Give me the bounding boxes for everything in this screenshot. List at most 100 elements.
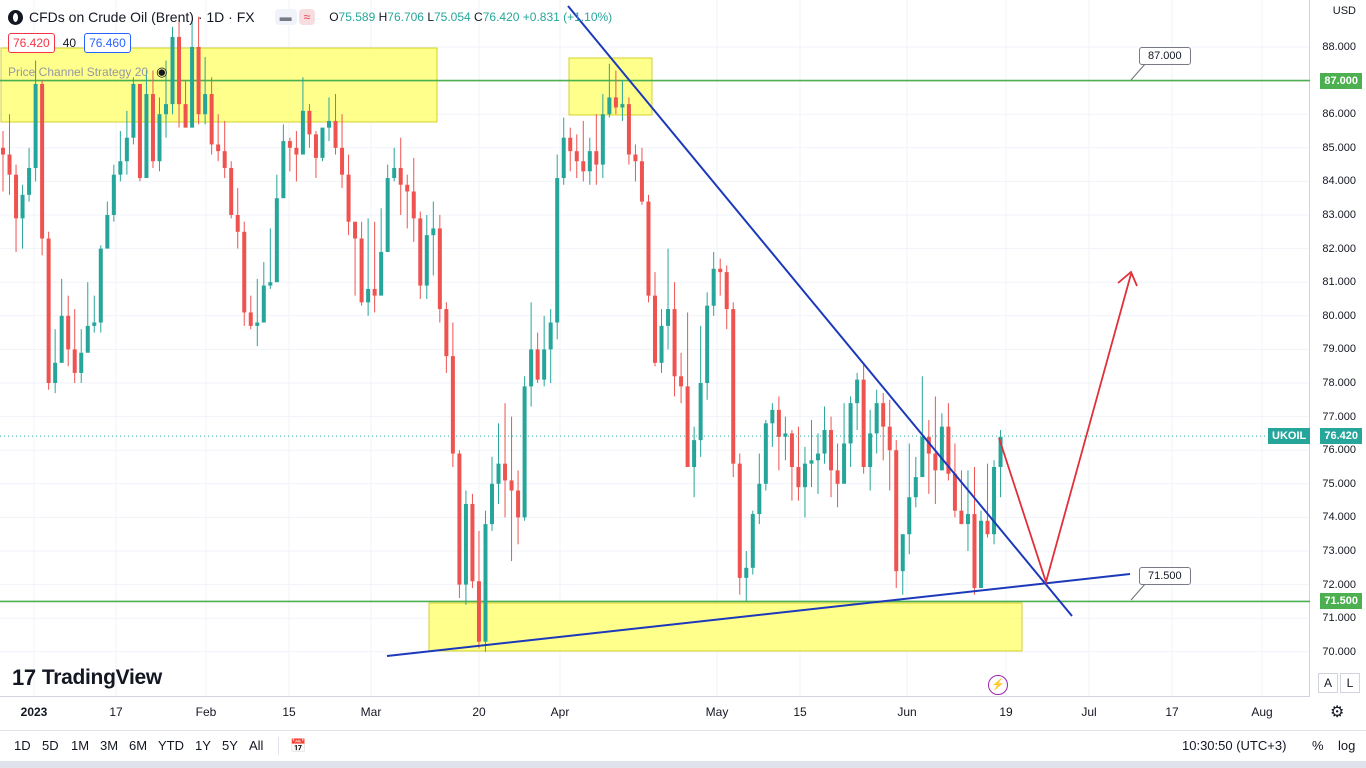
time-tick-label: 20 — [472, 705, 486, 719]
symbol-tag[interactable]: UKOIL — [1268, 428, 1311, 445]
percent-toggle[interactable]: % — [1312, 738, 1324, 753]
gear-icon[interactable]: ⚙ — [1330, 704, 1345, 721]
candle-body — [144, 94, 149, 179]
level-callout-71[interactable]: 71.500 — [1139, 567, 1191, 585]
candle-body — [111, 174, 116, 215]
hidden-eye-icon[interactable]: ◉ — [156, 64, 168, 79]
candle-body — [40, 83, 45, 239]
candles — [1, 16, 1003, 652]
tf-1m[interactable]: 1M — [71, 738, 90, 753]
tf-1d[interactable]: 1D — [14, 738, 31, 753]
candle — [203, 57, 208, 125]
indicator-name: Price Channel Strategy 20 — [8, 65, 149, 79]
price-tick-label: 84.000 — [1322, 175, 1356, 188]
candle-body — [992, 467, 997, 535]
candle — [613, 70, 618, 115]
candle-body — [164, 104, 168, 115]
candle — [424, 215, 429, 299]
candle — [789, 430, 794, 501]
level-callout-87[interactable]: 87.000 — [1139, 47, 1191, 65]
sell-price-button[interactable]: 76.420 — [8, 33, 55, 53]
bottom-strip — [0, 761, 1366, 768]
price-chart[interactable] — [0, 0, 1310, 697]
candle-body — [353, 221, 358, 239]
candle-body — [281, 141, 286, 199]
candle-body — [626, 104, 631, 155]
trendlines — [386, 5, 1131, 657]
tf-1y[interactable]: 1Y — [195, 738, 211, 753]
log-toggle[interactable]: log — [1338, 738, 1356, 753]
price-tick-label: 86.000 — [1322, 108, 1356, 121]
tf-5d[interactable]: 5D — [42, 738, 59, 753]
candle-body — [757, 483, 762, 515]
candle — [555, 154, 560, 340]
candle — [887, 399, 892, 491]
candle-body — [307, 110, 312, 135]
minus-icon[interactable]: ▬ — [274, 9, 297, 25]
candle — [913, 456, 918, 508]
candle — [79, 329, 84, 383]
tf-ytd[interactable]: YTD — [158, 738, 184, 753]
auto-scale-button[interactable]: A — [1318, 673, 1338, 693]
time-axis[interactable]: 2023 17 Feb 15 Mar 20 Apr May 15 Jun 19 Jul 17 Aug — [0, 697, 1310, 727]
lightning-icon[interactable]: ⚡ — [988, 675, 1008, 695]
candle — [855, 372, 860, 431]
symbol-title[interactable]: CFDs on Crude Oil (Brent) · 1D · FX — [29, 9, 255, 25]
log-scale-button[interactable]: L — [1340, 673, 1360, 693]
candle — [737, 453, 742, 595]
candle — [972, 467, 977, 595]
candle-body — [613, 97, 618, 108]
candle — [405, 174, 410, 229]
time-tick-label: Feb — [195, 705, 217, 719]
candle-body — [300, 110, 305, 155]
candle — [542, 315, 547, 387]
candle-body — [646, 201, 651, 296]
level-price-tag[interactable]: 71.500 — [1320, 593, 1362, 610]
candle-body — [229, 167, 234, 215]
candle-body — [685, 386, 690, 467]
candle — [379, 208, 384, 296]
candle-body — [522, 386, 527, 518]
candle-body — [248, 312, 253, 326]
candle-body — [946, 426, 951, 474]
candle — [294, 131, 299, 182]
candle-body — [476, 581, 481, 642]
candle — [802, 446, 807, 518]
candle — [359, 221, 364, 306]
tf-6m[interactable]: 6M — [129, 738, 148, 753]
candle-body — [496, 463, 501, 484]
candle — [796, 426, 801, 501]
tf-3m[interactable]: 3M — [100, 738, 119, 753]
candle-body — [66, 315, 71, 350]
candle-body — [424, 235, 429, 286]
wave-icon[interactable]: ≈ — [298, 9, 316, 25]
projection-arrowhead — [1117, 270, 1138, 287]
candle — [327, 97, 331, 142]
candle-body — [659, 325, 664, 363]
candle — [307, 104, 312, 148]
indicator-legend[interactable]: Price Channel Strategy 20 ◉ — [8, 64, 167, 80]
calendar-icon[interactable]: 📅 — [290, 738, 307, 753]
candle-body — [939, 426, 944, 471]
price-axis[interactable]: USD 70.000 71.000 72.000 73.000 74.000 75.000… — [1310, 0, 1366, 697]
candle — [463, 490, 468, 605]
candle-body — [744, 567, 749, 578]
tf-all[interactable]: All — [249, 738, 264, 753]
candle — [92, 295, 97, 333]
level-price-tag[interactable]: 87.000 — [1320, 72, 1362, 89]
candle-body — [855, 379, 860, 404]
clock[interactable]: 10:30:50 (UTC+3) — [1182, 738, 1287, 753]
candle — [431, 201, 436, 276]
candle — [698, 325, 703, 457]
candle-body — [926, 436, 931, 454]
last-price-tag[interactable]: 76.420 — [1320, 428, 1362, 445]
buy-price-button[interactable]: 76.460 — [84, 33, 131, 53]
candle — [470, 493, 475, 588]
candle-body — [972, 514, 977, 588]
candle-body — [287, 141, 292, 148]
candle — [516, 470, 521, 545]
tf-5y[interactable]: 5Y — [222, 738, 238, 753]
price-tick-label: 88.000 — [1322, 41, 1356, 53]
currency-label[interactable]: USD — [1332, 5, 1356, 17]
candle-body — [177, 36, 182, 105]
